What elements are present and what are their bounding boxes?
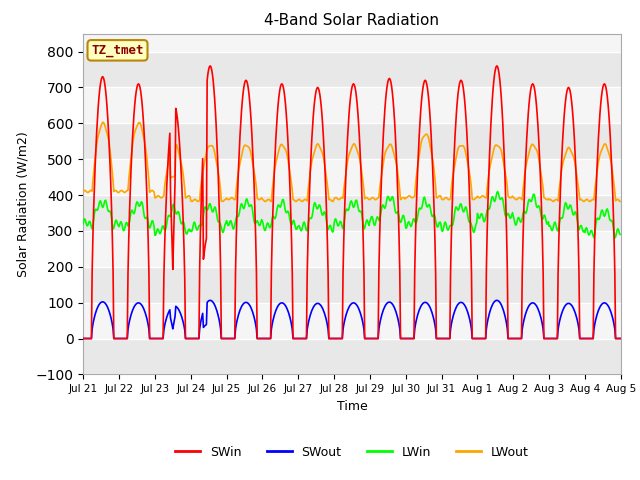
- Bar: [83, 303, 621, 338]
- Bar: [83, 338, 621, 374]
- Legend: SWin, SWout, LWin, LWout: SWin, SWout, LWin, LWout: [170, 441, 534, 464]
- Bar: [83, 267, 621, 303]
- Bar: [83, 195, 621, 231]
- X-axis label: Time: Time: [337, 400, 367, 413]
- Title: 4-Band Solar Radiation: 4-Band Solar Radiation: [264, 13, 440, 28]
- Text: TZ_tmet: TZ_tmet: [92, 44, 144, 57]
- Bar: [83, 123, 621, 159]
- Bar: [83, 87, 621, 123]
- Bar: [83, 159, 621, 195]
- Bar: [83, 51, 621, 87]
- Y-axis label: Solar Radiation (W/m2): Solar Radiation (W/m2): [17, 131, 30, 277]
- Bar: [83, 231, 621, 267]
